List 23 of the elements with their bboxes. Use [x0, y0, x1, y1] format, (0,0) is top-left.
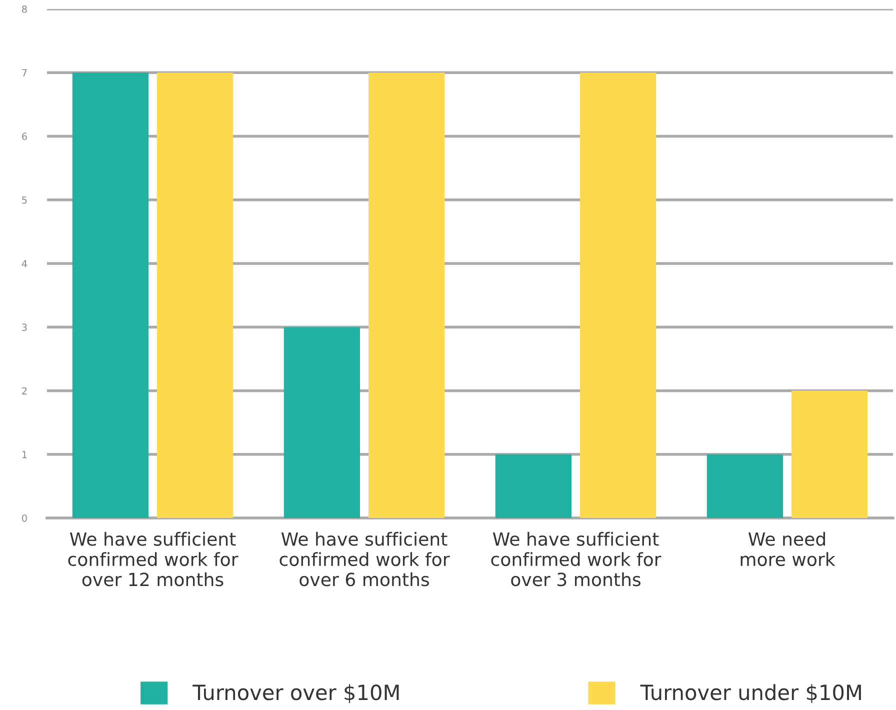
- y-tick-label: 5: [22, 196, 27, 204]
- y-tick-label: 6: [22, 132, 27, 140]
- bar: [706, 454, 784, 518]
- legend-label: Turnover over $10M: [192, 684, 399, 704]
- x-tick-label: We have sufficient confirmed work for over 6 months: [280, 532, 450, 586]
- bar: [495, 454, 572, 518]
- bar: [284, 327, 360, 518]
- y-tick-label: 0: [22, 514, 27, 522]
- bar: [156, 72, 234, 518]
- bar: [368, 72, 445, 518]
- y-tick-label: 4: [22, 260, 28, 268]
- bar: [580, 72, 656, 518]
- y-tick-label: 2: [22, 387, 27, 394]
- bar: [72, 72, 149, 518]
- y-tick-label: 1: [22, 450, 27, 458]
- x-tick-label: We have sufficient confirmed work for over 12 months: [68, 532, 238, 586]
- y-tick-label: 3: [22, 324, 27, 331]
- y-tick-label: 8: [22, 5, 27, 13]
- y-tick-label: 7: [22, 69, 27, 76]
- x-tick-label: We have sufficient confirmed work for over 3 months: [491, 532, 662, 586]
- bar: [791, 390, 868, 518]
- x-tick-label: We need more work: [740, 532, 836, 566]
- legend-label: Turnover under $10M: [640, 684, 861, 704]
